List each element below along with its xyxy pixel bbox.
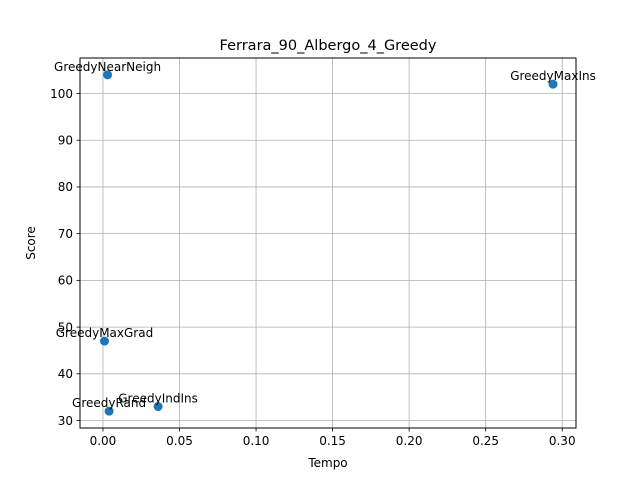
data-point (548, 79, 558, 89)
y-tick-label: 40 (58, 367, 73, 381)
y-tick-label: 90 (58, 134, 73, 148)
data-points (99, 70, 558, 416)
x-tick-label: 0.10 (243, 434, 270, 448)
y-tick-label: 60 (58, 274, 73, 288)
data-point (104, 406, 114, 416)
data-point (103, 70, 113, 80)
data-label: GreedyIndIns (118, 392, 198, 406)
y-tick-label: 100 (50, 87, 73, 101)
x-axis: 0.00 0.05 0.10 0.15 0.20 0.25 0.30 (90, 428, 576, 448)
x-tick-label: 0.25 (472, 434, 499, 448)
data-label: GreedyRand (72, 396, 146, 410)
y-axis-label: Score (24, 226, 38, 260)
data-label: GreedyMaxIns (510, 69, 596, 83)
y-tick-label: 70 (58, 227, 73, 241)
chart-title: Ferrara_90_Albergo_4_Greedy (220, 38, 437, 54)
y-tick-label: 30 (58, 414, 73, 428)
plot-frame (79, 57, 577, 429)
x-tick-label: 0.30 (549, 434, 576, 448)
data-point (99, 336, 109, 346)
x-axis-label: Tempo (307, 456, 347, 470)
data-point (153, 402, 163, 412)
data-label: GreedyNearNeigh (54, 60, 161, 74)
x-tick-label: 0.15 (319, 434, 346, 448)
y-tick-label: 50 (58, 320, 73, 334)
x-tick-label: 0.20 (396, 434, 423, 448)
grid (80, 58, 576, 428)
x-tick-label: 0.00 (90, 434, 117, 448)
y-axis: 30 40 50 60 70 80 90 100 (50, 87, 80, 428)
data-label: GreedyMaxGrad (56, 326, 153, 340)
x-tick-label: 0.05 (166, 434, 193, 448)
y-tick-label: 80 (58, 180, 73, 194)
data-labels: GreedyNearNeigh GreedyMaxIns GreedyMaxGrad… (54, 60, 596, 410)
